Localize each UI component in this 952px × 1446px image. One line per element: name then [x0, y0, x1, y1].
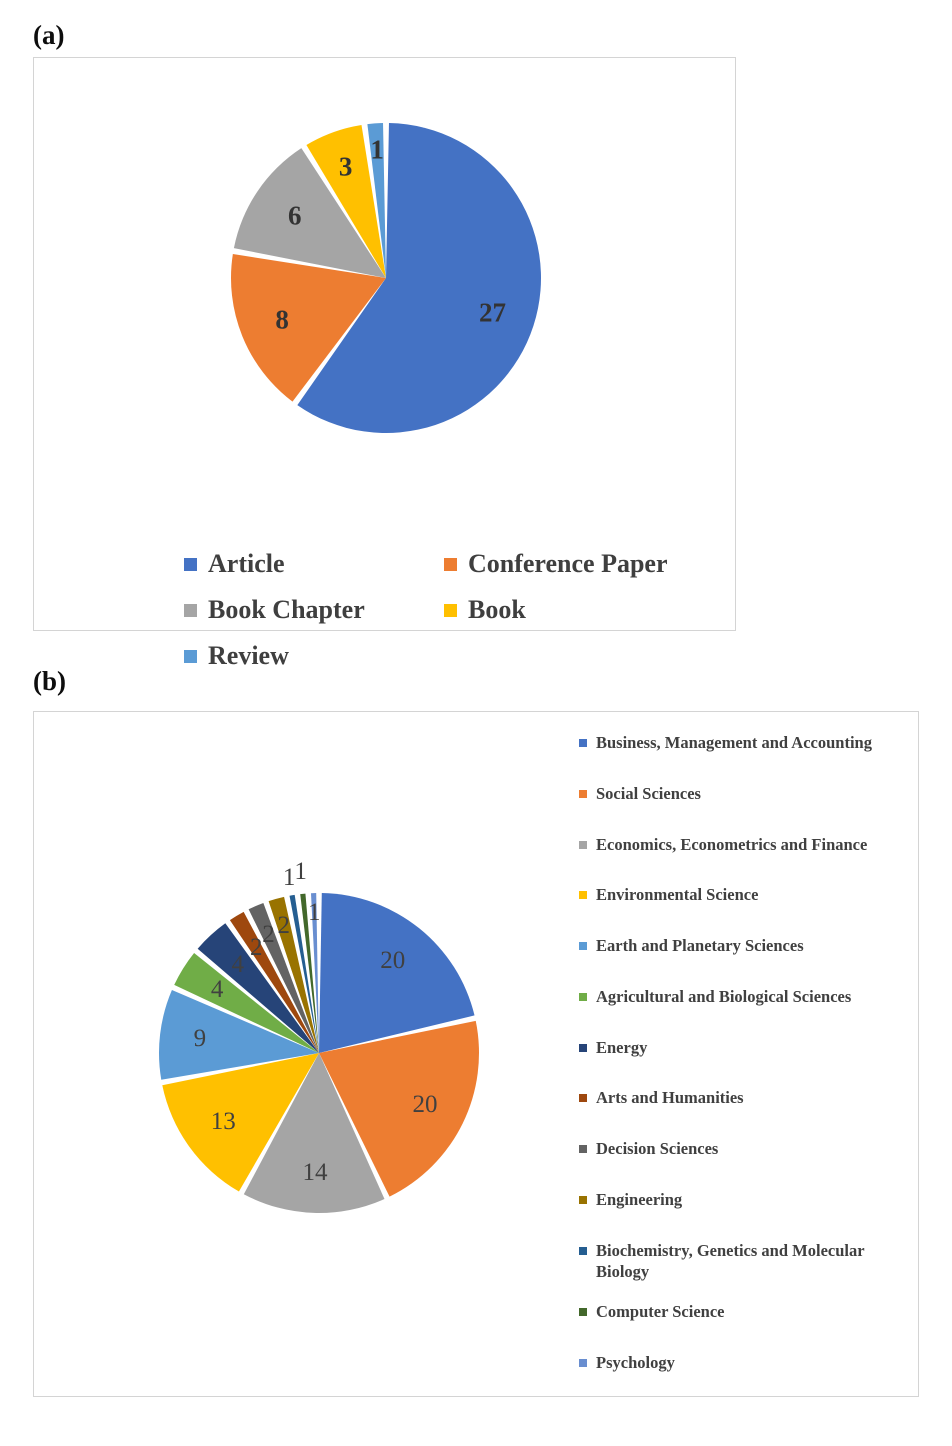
legend-swatch-icon [444, 603, 457, 617]
legend-item-environmental-science[interactable]: Environmental Science [579, 884, 919, 906]
legend-swatch-icon [579, 789, 587, 798]
pie-slice[interactable] [268, 896, 319, 1053]
legend-label: Environmental Science [596, 885, 759, 905]
pie-slice[interactable] [197, 923, 319, 1053]
legend-item-social-sciences[interactable]: Social Sciences [579, 783, 919, 805]
legend-item-review[interactable]: Review [184, 633, 444, 679]
panel-a-label: (a) [33, 20, 65, 50]
legend-item-computer-science[interactable]: Computer Science [579, 1301, 919, 1323]
legend-label: Economics, Econometrics and Finance [596, 834, 868, 854]
pie-slice[interactable] [310, 893, 319, 1053]
pie-slice[interactable] [300, 893, 319, 1053]
legend-swatch-icon [579, 1308, 587, 1317]
pie-slice[interactable] [162, 1053, 319, 1192]
legend-item-economics-econometrics-and-finance[interactable]: Economics, Econometrics and Finance [579, 834, 919, 856]
legend-item-psychology[interactable]: Psychology [579, 1352, 919, 1374]
pie-slice[interactable] [297, 123, 541, 434]
pie-svg-b [159, 893, 479, 1213]
legend-label: Biochemistry, Genetics and Molecular Bio… [596, 1240, 865, 1282]
legend-label: Business, Management and Accounting [596, 733, 872, 752]
pie-slice[interactable] [243, 1053, 385, 1213]
legend-item-decision-sciences[interactable]: Decision Sciences [579, 1138, 919, 1160]
legend-label: Energy [596, 1037, 648, 1057]
legend-swatch-icon [579, 1043, 587, 1052]
legend-label: Book [468, 595, 526, 624]
legend-swatch-icon [184, 603, 197, 617]
legend-swatch-icon [579, 992, 587, 1001]
pie-chart-subject-areas: 20 20 14 13 9 4 4 2 2 2 1 1 1 [34, 712, 594, 1398]
legend-item-book-chapter[interactable]: Book Chapter [184, 587, 444, 633]
legend-swatch-icon [579, 840, 587, 849]
legend-label: Engineering [596, 1189, 683, 1209]
legend-item-article[interactable]: Article [184, 541, 444, 587]
legend-b: Business, Management and Accounting Soci… [579, 732, 919, 1403]
legend-label: Arts and Humanities [596, 1088, 744, 1108]
legend-label: Agricultural and Biological Sciences [596, 986, 852, 1006]
pie-slice[interactable] [289, 894, 319, 1053]
legend-label: Psychology [596, 1352, 675, 1372]
legend-swatch-icon [184, 557, 197, 571]
pie-slice[interactable] [319, 893, 475, 1053]
pie-slice[interactable] [319, 1020, 479, 1197]
legend-label: Article [208, 549, 285, 578]
legend-swatch-icon [579, 1358, 587, 1367]
legend-swatch-icon [184, 649, 197, 663]
pie-slice[interactable] [230, 254, 386, 402]
legend-label: Conference Paper [468, 549, 668, 578]
legend-swatch-icon [579, 1246, 587, 1255]
legend-label: Social Sciences [596, 783, 701, 803]
legend-item-arts-and-humanities[interactable]: Arts and Humanities [579, 1087, 919, 1109]
legend-label: Computer Science [596, 1302, 725, 1322]
pie-chart-publication-types: 27 8 6 3 1 [34, 58, 737, 528]
panel-b-label: (b) [33, 666, 66, 696]
legend-item-agricultural-and-biological-sciences[interactable]: Agricultural and Biological Sciences [579, 986, 919, 1008]
pie-slice[interactable] [233, 148, 386, 278]
legend-item-earth-and-planetary-sciences[interactable]: Earth and Planetary Sciences [579, 935, 919, 957]
pie-slice[interactable] [174, 953, 319, 1053]
pie-slice[interactable] [248, 902, 319, 1053]
legend-swatch-icon [579, 1094, 587, 1103]
legend-swatch-icon [579, 1195, 587, 1204]
chart-panel-b: 20 20 14 13 9 4 4 2 2 2 1 1 1 Business, Management a… [33, 711, 919, 1397]
legend-swatch-icon [579, 942, 587, 951]
legend-swatch-icon [579, 1145, 587, 1154]
legend-item-biochemistry-genetics-and-molecular-biology[interactable]: Biochemistry, Genetics and Molecular Bio… [579, 1240, 919, 1284]
pie-slice[interactable] [159, 989, 319, 1080]
legend-item-business-management-and-accounting[interactable]: Business, Management and Accounting [579, 732, 919, 754]
legend-label: Book Chapter [208, 595, 365, 624]
legend-swatch-icon [444, 557, 457, 571]
pie-slice[interactable] [306, 124, 386, 278]
legend-label: Decision Sciences [596, 1139, 719, 1159]
legend-item-book[interactable]: Book [444, 587, 704, 633]
pie-slice[interactable] [367, 123, 386, 278]
legend-item-conference-paper[interactable]: Conference Paper [444, 541, 704, 587]
chart-panel-a: 27 8 6 3 1 Article Conference Paper Book Cha… [33, 57, 737, 670]
pie-slice[interactable] [229, 911, 319, 1053]
legend-label: Earth and Planetary Sciences [596, 936, 804, 956]
legend-item-engineering[interactable]: Engineering [579, 1189, 919, 1211]
legend-item-energy[interactable]: Energy [579, 1037, 919, 1059]
pie-svg-a [230, 123, 541, 434]
legend-swatch-icon [579, 739, 587, 747]
legend-swatch-icon [579, 891, 587, 900]
legend-a: Article Conference Paper Book Chapter Bo… [184, 541, 704, 679]
legend-label: Review [208, 641, 289, 670]
